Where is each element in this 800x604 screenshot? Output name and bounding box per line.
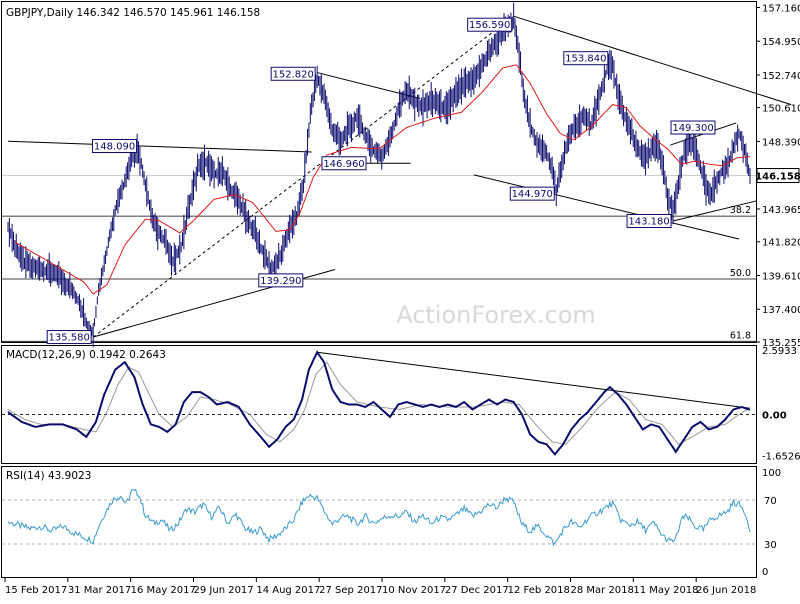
x-axis-label: 28 Mar 2018 <box>571 585 634 596</box>
price-label-text: 143.180 <box>628 216 669 227</box>
price-axis-label: 143.965 <box>762 205 800 216</box>
price-panel-frame <box>1 1 757 343</box>
price-label-text: 144.970 <box>512 189 553 200</box>
macd-panel-frame <box>1 345 757 464</box>
rsi-line <box>7 488 751 547</box>
price-bars <box>7 2 751 348</box>
price-label-box <box>258 273 304 288</box>
trendline-3 <box>317 72 421 99</box>
trendline-8 <box>672 200 757 222</box>
fib-level-label: 50.0 <box>730 268 751 279</box>
rsi-panel-title: RSI(14) 43.9023 <box>6 470 91 482</box>
macd-main-line <box>7 350 751 456</box>
price-axis-label: 150.610 <box>762 104 800 115</box>
trendline-5 <box>92 15 514 338</box>
price-label-text: 153.840 <box>565 54 606 65</box>
rsi-axis-label: 70 <box>764 496 777 507</box>
rsi-axis-label: 30 <box>764 540 777 551</box>
price-axis-label: 141.820 <box>762 238 800 249</box>
x-axis-label: 27 Dec 2017 <box>445 585 509 596</box>
last-price-label: 146.158 <box>755 172 800 183</box>
macd-axis-label: 2.5933 <box>762 346 797 357</box>
price-label-box <box>626 213 672 228</box>
macd-axis-label: 0.00 <box>762 410 787 421</box>
x-axis-label: 26 Jun 2018 <box>696 585 756 596</box>
price-label-text: 149.300 <box>672 123 713 134</box>
price-label-text: 148.090 <box>94 142 135 153</box>
price-label-box <box>563 51 609 66</box>
last-price-box <box>756 168 800 184</box>
x-axis-label: 11 May 2018 <box>633 585 698 596</box>
trendline-6 <box>513 15 792 106</box>
fib-level-label: 61.8 <box>730 330 751 341</box>
macd-axis-label: -1.6526 <box>762 452 800 463</box>
rsi-panel-frame <box>1 466 757 578</box>
price-label-box <box>509 186 555 201</box>
price-label-box <box>321 156 367 171</box>
price-axis-label: 137.400 <box>762 305 800 316</box>
x-axis-label: 31 Mar 2017 <box>68 585 131 596</box>
x-axis-label: 14 Aug 2017 <box>256 585 320 596</box>
price-axis-label: 154.950 <box>762 37 800 48</box>
price-label-box <box>467 17 513 32</box>
watermark: ActionForex.com <box>396 301 596 329</box>
price-label-text: 135.580 <box>49 333 90 344</box>
trendline-7 <box>473 174 740 240</box>
x-axis-label: 10 Nov 2017 <box>382 585 446 596</box>
price-label-box <box>270 66 316 81</box>
fib-level-label: 38.2 <box>730 205 751 216</box>
price-axis-label: 135.255 <box>762 338 800 349</box>
macd-panel-title: MACD(12,26,9) 0.1942 0.2643 <box>6 349 166 361</box>
price-axis-label: 157.160 <box>762 3 800 14</box>
price-label-box <box>46 330 92 345</box>
x-axis-label: 27 Sep 2017 <box>319 585 382 596</box>
price-axis-label: 152.740 <box>762 71 800 82</box>
price-label-text: 139.290 <box>260 276 301 287</box>
macd-signal-line <box>7 361 751 445</box>
trendline-1 <box>7 140 312 153</box>
x-axis-label: 16 May 2017 <box>131 585 196 596</box>
x-axis-label: 29 Jun 2017 <box>194 585 254 596</box>
price-axis-label: 139.610 <box>762 271 800 282</box>
x-axis-label: 15 Feb 2017 <box>5 585 67 596</box>
price-label-box <box>92 139 138 154</box>
ema-line <box>14 64 751 295</box>
rsi-axis-label: 100 <box>762 468 781 479</box>
macd-trendline <box>317 351 751 409</box>
price-panel-title: GBPJPY,Daily 146.342 146.570 145.961 146… <box>6 7 260 19</box>
price-label-text: 146.960 <box>323 159 364 170</box>
price-label-text: 156.590 <box>469 20 510 31</box>
x-axis-label: 12 Feb 2018 <box>508 585 570 596</box>
price-axis-label: 148.390 <box>762 137 800 148</box>
rsi-axis-label: 0 <box>762 567 768 578</box>
price-label-box <box>670 120 716 135</box>
price-label-text: 152.820 <box>272 69 313 80</box>
